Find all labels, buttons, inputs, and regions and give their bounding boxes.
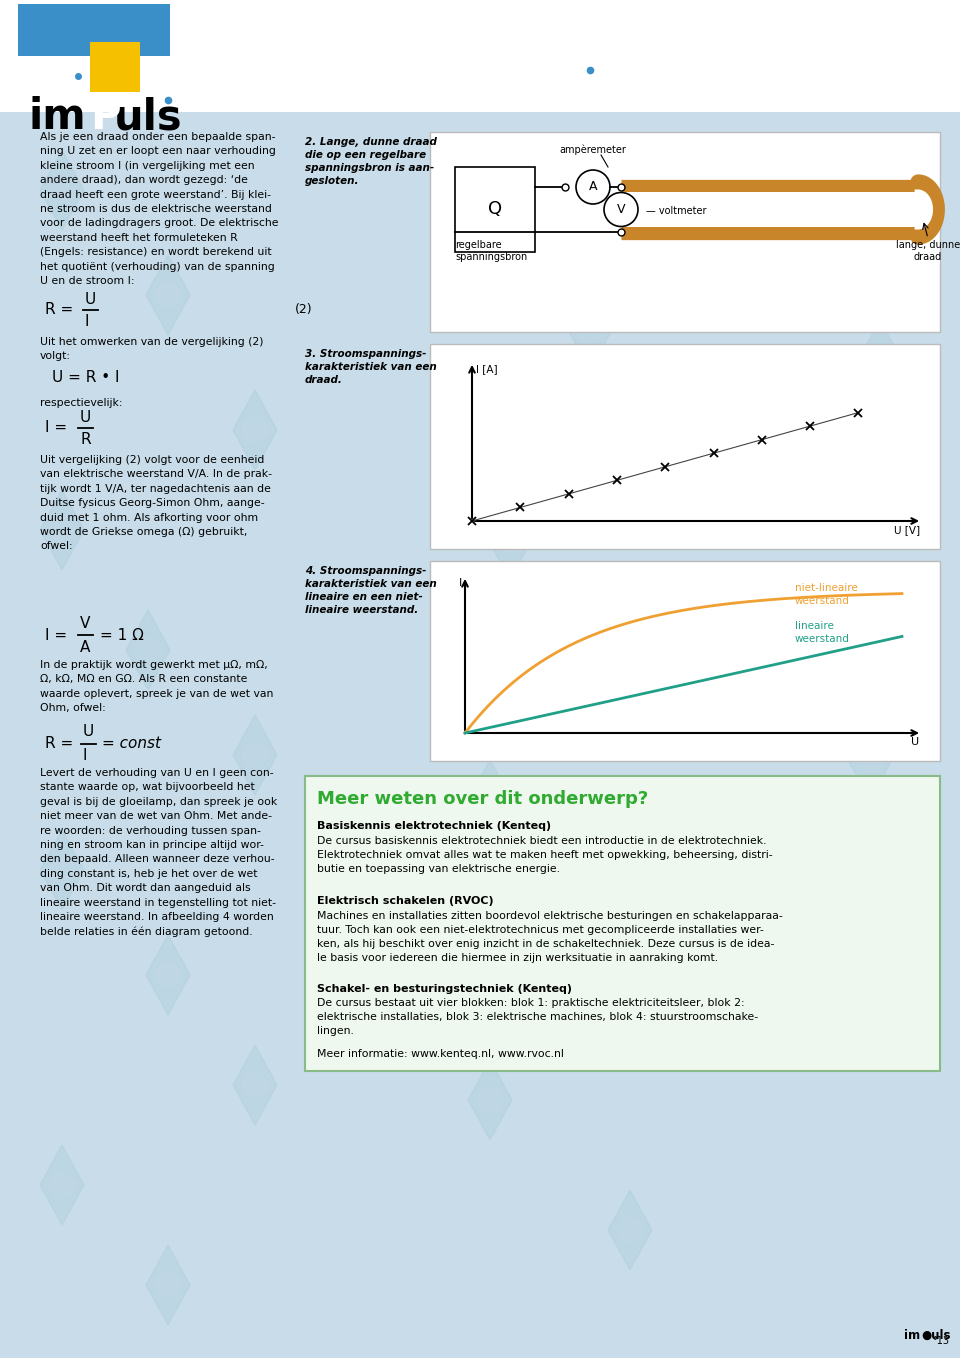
Text: Q: Q	[488, 201, 502, 219]
Polygon shape	[848, 720, 892, 800]
Polygon shape	[858, 748, 882, 771]
Text: Meer weten over dit onderwerp?: Meer weten over dit onderwerp?	[317, 790, 648, 808]
Text: karakteristiek van een: karakteristiek van een	[305, 579, 437, 589]
Polygon shape	[468, 1061, 512, 1139]
Text: I [A]: I [A]	[476, 364, 497, 373]
Polygon shape	[738, 820, 782, 900]
Polygon shape	[578, 318, 602, 342]
Polygon shape	[40, 149, 84, 230]
Text: spanningsbron is aan-: spanningsbron is aan-	[305, 163, 434, 172]
Text: im: im	[28, 96, 85, 139]
Text: = 1 Ω: = 1 Ω	[100, 627, 144, 642]
Text: weerstand: weerstand	[795, 596, 850, 606]
Text: A: A	[80, 640, 90, 655]
Polygon shape	[608, 1190, 652, 1270]
Text: Machines en installaties zitten boordevol elektrische besturingen en schakelappa: Machines en installaties zitten boordevo…	[317, 911, 782, 963]
Polygon shape	[608, 889, 652, 970]
Text: ampèremeter: ampèremeter	[560, 144, 627, 155]
Text: °13: °13	[932, 1336, 949, 1346]
Text: im: im	[904, 1329, 920, 1342]
Text: draad.: draad.	[305, 375, 343, 386]
Polygon shape	[858, 320, 902, 401]
Polygon shape	[233, 1046, 277, 1124]
Text: I: I	[83, 748, 87, 763]
Polygon shape	[678, 420, 722, 500]
Polygon shape	[468, 760, 512, 841]
Polygon shape	[648, 659, 672, 682]
Polygon shape	[50, 178, 74, 202]
Polygon shape	[156, 282, 180, 307]
Text: 2. Lange, dunne draad: 2. Lange, dunne draad	[305, 137, 437, 147]
Polygon shape	[798, 187, 822, 212]
Text: ●uls: ●uls	[921, 1329, 950, 1342]
Polygon shape	[858, 478, 882, 502]
Text: lineaire en een niet-: lineaire en een niet-	[305, 592, 422, 602]
Bar	[0, 0, 960, 111]
Text: A: A	[588, 181, 597, 193]
Text: — voltmeter: — voltmeter	[646, 206, 707, 216]
Text: P: P	[90, 96, 121, 139]
Text: De cursus basiskennis elektrotechniek biedt een introductie in de elektrotechnie: De cursus basiskennis elektrotechniek bi…	[317, 837, 773, 875]
Polygon shape	[568, 291, 612, 369]
Text: 4. Stroomspannings-: 4. Stroomspannings-	[305, 566, 426, 576]
Text: V: V	[80, 615, 90, 630]
Polygon shape	[126, 610, 170, 690]
Text: lineaire weerstand.: lineaire weerstand.	[305, 606, 419, 615]
Polygon shape	[748, 847, 772, 872]
Polygon shape	[768, 570, 812, 650]
Polygon shape	[233, 716, 277, 794]
Text: Uit vergelijking (2) volgt voor de eenheid
van elektrische weerstand V/A. In de : Uit vergelijking (2) volgt voor de eenhe…	[40, 455, 272, 551]
Text: gesloten.: gesloten.	[305, 177, 359, 186]
Polygon shape	[778, 598, 802, 622]
Polygon shape	[136, 638, 160, 661]
Polygon shape	[468, 160, 512, 240]
Text: draad: draad	[914, 251, 942, 262]
Polygon shape	[618, 1218, 642, 1243]
Polygon shape	[498, 528, 522, 551]
Bar	[455, 167, 535, 253]
Polygon shape	[243, 418, 267, 441]
Circle shape	[604, 193, 638, 227]
Polygon shape	[868, 348, 892, 372]
Text: Elektrisch schakelen (RVOC): Elektrisch schakelen (RVOC)	[317, 896, 493, 906]
Polygon shape	[40, 1145, 84, 1225]
Polygon shape	[478, 788, 502, 812]
Text: Schakel- en besturingstechniek (Kenteq): Schakel- en besturingstechniek (Kenteq)	[317, 985, 572, 994]
Text: Levert de verhouding van U en I geen con-
stante waarde op, wat bijvoorbeeld het: Levert de verhouding van U en I geen con…	[40, 769, 277, 937]
Circle shape	[576, 170, 610, 204]
Polygon shape	[788, 160, 832, 240]
Polygon shape	[688, 448, 712, 473]
Text: Uit het omwerken van de vergelijking (2)
volgt:: Uit het omwerken van de vergelijking (2)…	[40, 337, 263, 361]
Text: Als je een draad onder een bepaalde span-
ning U zet en er loopt een naar verhou: Als je een draad onder een bepaalde span…	[40, 132, 278, 287]
Bar	[430, 132, 940, 331]
Text: respectievelijk:: respectievelijk:	[40, 398, 123, 407]
Bar	[90, 42, 140, 92]
Text: = const: = const	[102, 736, 161, 751]
Text: In de praktijk wordt gewerkt met μΩ, mΩ,
Ω, kΩ, MΩ en GΩ. Als R een constante
wa: In de praktijk wordt gewerkt met μΩ, mΩ,…	[40, 660, 274, 713]
Text: uls: uls	[114, 96, 182, 139]
Text: U = R • I: U = R • I	[52, 369, 119, 386]
Text: R: R	[80, 432, 90, 448]
Polygon shape	[146, 1245, 190, 1325]
Text: U [V]: U [V]	[894, 526, 920, 535]
Text: De cursus bestaat uit vier blokken: blok 1: praktische elektriciteitsleer, blok : De cursus bestaat uit vier blokken: blok…	[317, 998, 758, 1036]
Polygon shape	[146, 255, 190, 335]
Text: I: I	[85, 315, 89, 330]
Text: regelbare: regelbare	[455, 240, 502, 250]
Polygon shape	[40, 490, 84, 570]
Polygon shape	[478, 187, 502, 212]
Polygon shape	[618, 918, 642, 942]
Text: 3. Stroomspannings-: 3. Stroomspannings-	[305, 349, 426, 359]
Text: R =: R =	[45, 736, 73, 751]
Text: Basiskennis elektrotechniek (Kenteq): Basiskennis elektrotechniek (Kenteq)	[317, 822, 551, 831]
Polygon shape	[243, 743, 267, 767]
Polygon shape	[848, 449, 892, 530]
Text: (2): (2)	[295, 303, 313, 316]
Bar	[305, 775, 940, 1071]
Text: U: U	[911, 737, 919, 747]
Text: U: U	[83, 725, 94, 740]
Bar	[18, 4, 170, 56]
Text: R =: R =	[45, 303, 73, 318]
Text: die op een regelbare: die op een regelbare	[305, 149, 426, 160]
Text: spanningsbron: spanningsbron	[455, 253, 527, 262]
